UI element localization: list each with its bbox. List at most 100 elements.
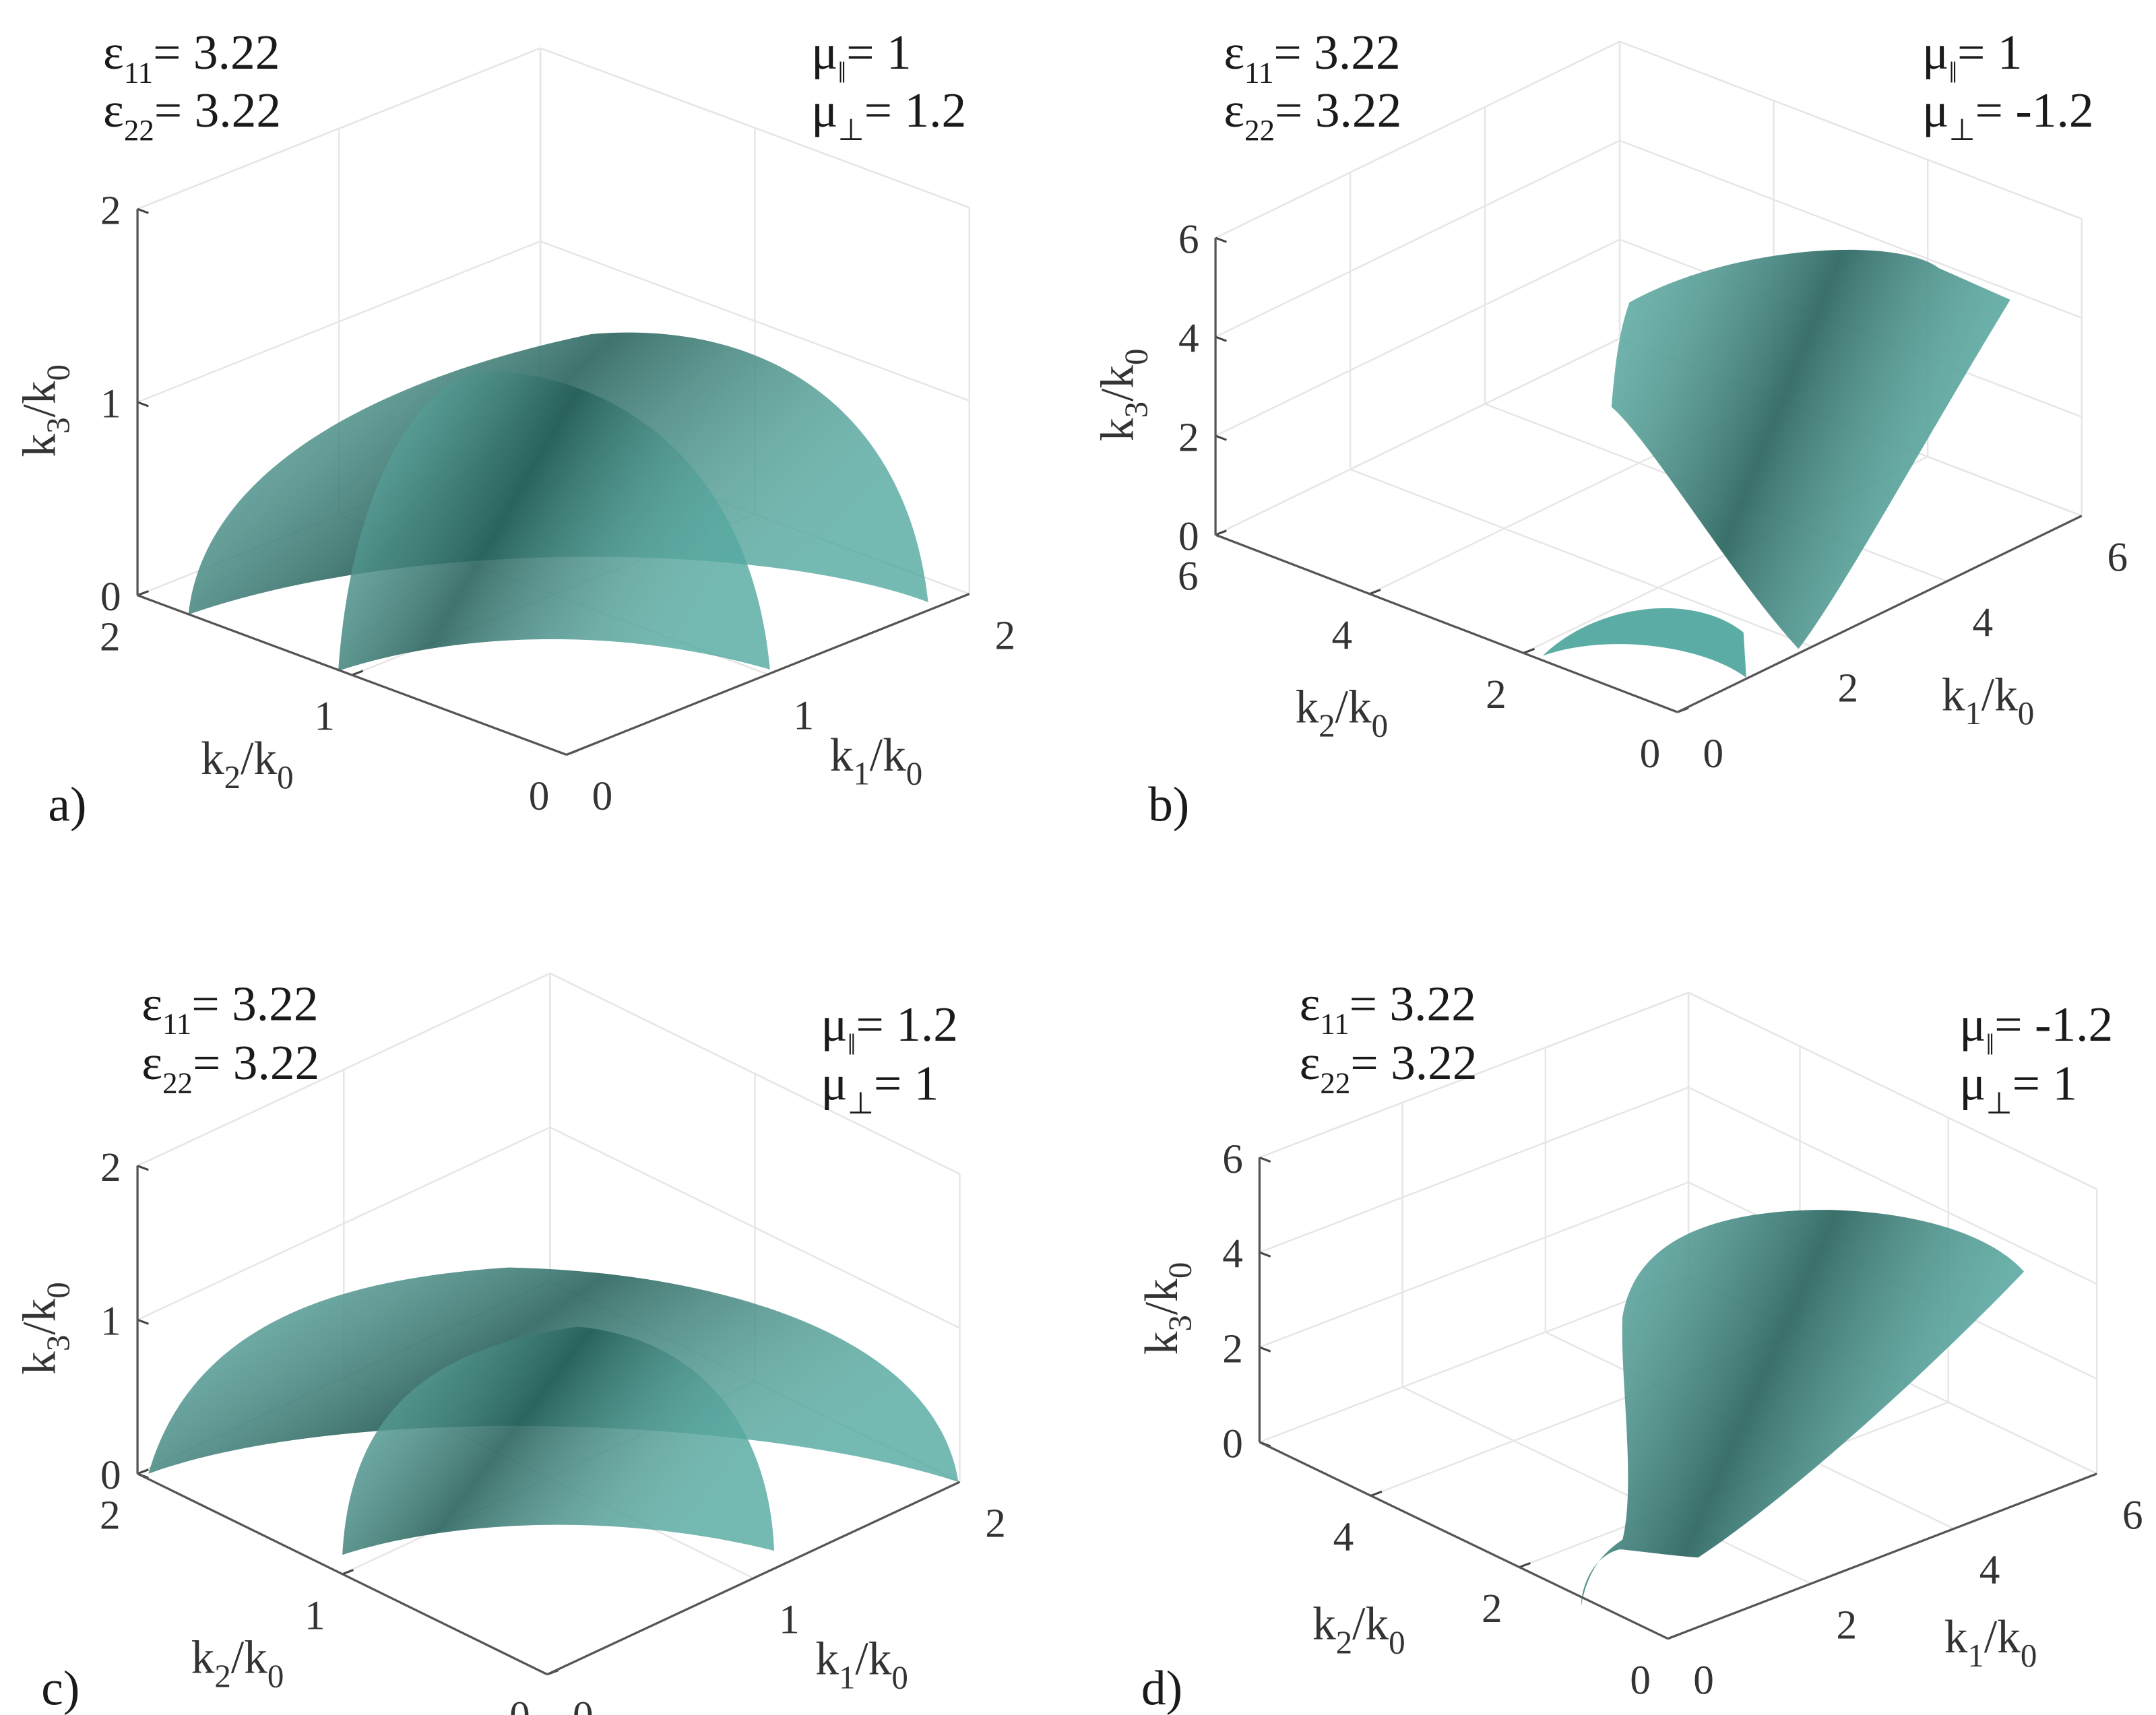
annotation-subscript: ‖ (837, 55, 846, 89)
z-tick-label: 0 (100, 1452, 121, 1498)
tick-mark (137, 207, 149, 214)
subscript: 0 (1389, 1624, 1405, 1661)
annotation-symbol: ε (1300, 1035, 1321, 1090)
annotation: ε22= 3.22 (103, 83, 281, 147)
subscript: 1 (1965, 694, 1981, 732)
x-tick-label: 6 (2107, 534, 2128, 580)
annotation: μ⊥= 1 (1959, 1056, 2077, 1120)
tick-mark (1215, 236, 1227, 243)
x-axis (1667, 1473, 2097, 1640)
annotation-symbol: ε (1224, 25, 1244, 79)
annotation-text: = 1 (874, 1056, 939, 1111)
annotation-subscript: 11 (1320, 1007, 1349, 1041)
text-part: k (191, 1632, 215, 1684)
grid-line (549, 1126, 961, 1329)
y-tick-label: 6 (1178, 554, 1199, 600)
annotation-text: = 3.22 (154, 83, 281, 137)
y-axis (1215, 533, 1678, 713)
x-tick-label: 0 (1693, 1657, 1714, 1703)
x-axis (1677, 515, 2083, 713)
x-axis (566, 593, 970, 756)
text-part: k (815, 1633, 839, 1685)
x-tick-label: 2 (995, 612, 1016, 658)
text-part: k (1944, 1611, 1968, 1663)
subscript: 3 (1117, 401, 1154, 418)
tick-mark (1215, 529, 1227, 536)
y-tick-label: 0 (509, 1693, 530, 1715)
y-tick-label: 1 (314, 694, 335, 740)
annotation-text: = 1 (1957, 25, 2023, 79)
y-tick-label: 0 (529, 773, 550, 819)
annotation-subscript: 22 (1244, 113, 1275, 147)
annotation-symbol: ε (1224, 83, 1244, 137)
tick-mark (137, 1468, 149, 1475)
grid-line (1619, 139, 2083, 319)
y-tick-label: 2 (100, 1492, 121, 1538)
z-tick-label: 4 (1178, 315, 1199, 361)
annotation-subscript: ‖ (1948, 55, 1957, 89)
annotation-text: = 1.2 (864, 83, 967, 137)
panel-label: b) (1148, 777, 1189, 831)
annotation: μ‖= 1 (811, 25, 912, 89)
grid-line (1215, 139, 1620, 338)
text-part: k (201, 733, 224, 785)
tick-mark (1519, 1562, 1531, 1569)
x-tick-label: 0 (573, 1693, 594, 1715)
grid-line (1259, 992, 1689, 1159)
y-tick-label: 2 (1486, 672, 1507, 717)
annotation: μ⊥= 1 (821, 1056, 939, 1120)
y-axis (137, 1473, 548, 1676)
tick-mark (137, 401, 149, 408)
text-part: /k (870, 730, 906, 781)
tick-mark (137, 1318, 149, 1325)
x-axis-label: k1/k0 (1944, 1611, 2037, 1674)
y-axis-label: k2/k0 (1312, 1598, 1405, 1661)
tick-mark (137, 1165, 149, 1171)
annotation-symbol: μ (821, 997, 847, 1051)
subscript: 0 (267, 1658, 284, 1695)
y-tick-label: 4 (1333, 1514, 1354, 1560)
grid-line (1259, 1276, 1689, 1444)
grid-line (1215, 238, 1620, 437)
text-part: /k (14, 381, 66, 417)
grid-line (1259, 1087, 1689, 1254)
subscript: 0 (277, 758, 293, 796)
panel-label: c) (41, 1661, 80, 1715)
y-axis (137, 594, 567, 756)
y-tick-label: 0 (1630, 1657, 1651, 1703)
grid-line (137, 1126, 550, 1321)
tick-mark (1523, 647, 1535, 654)
subscript: 3 (39, 1335, 76, 1351)
annotation-text: = 3.22 (153, 25, 280, 79)
annotation: ε11= 3.22 (141, 976, 318, 1040)
subscript: 2 (224, 758, 241, 796)
surface-shade (338, 370, 770, 671)
x-tick-label: 0 (1703, 731, 1724, 777)
text-part: /k (1092, 365, 1144, 401)
subscript: 0 (891, 1659, 908, 1696)
subscript: 2 (1336, 1624, 1352, 1661)
annotation-text: = 3.22 (193, 1035, 319, 1090)
text-part: /k (241, 733, 277, 785)
annotation-subscript: 22 (162, 1066, 193, 1099)
subscript: 0 (1372, 707, 1388, 744)
annotation-subscript: ⊥ (1986, 1087, 2012, 1120)
surface-layer (148, 249, 2025, 1606)
subscript: 0 (39, 1282, 76, 1298)
annotation-subscript: 11 (124, 55, 153, 89)
annotation-symbol: ε (103, 83, 124, 137)
y-axis-label: k2/k0 (191, 1632, 284, 1695)
y-tick-label: 4 (1332, 612, 1353, 658)
grid-line (137, 47, 541, 210)
annotation-text: = 1.2 (856, 997, 958, 1051)
x-tick-label: 4 (1973, 600, 1994, 646)
subscript: 2 (1319, 707, 1335, 744)
annotation-subscript: 22 (1320, 1066, 1350, 1099)
text-part: k (14, 1351, 66, 1375)
text-part: /k (1335, 681, 1372, 733)
annotation-symbol: μ (1959, 997, 1986, 1051)
subscript: 3 (1162, 1315, 1199, 1331)
annotation-subscript: ⊥ (848, 1087, 874, 1120)
